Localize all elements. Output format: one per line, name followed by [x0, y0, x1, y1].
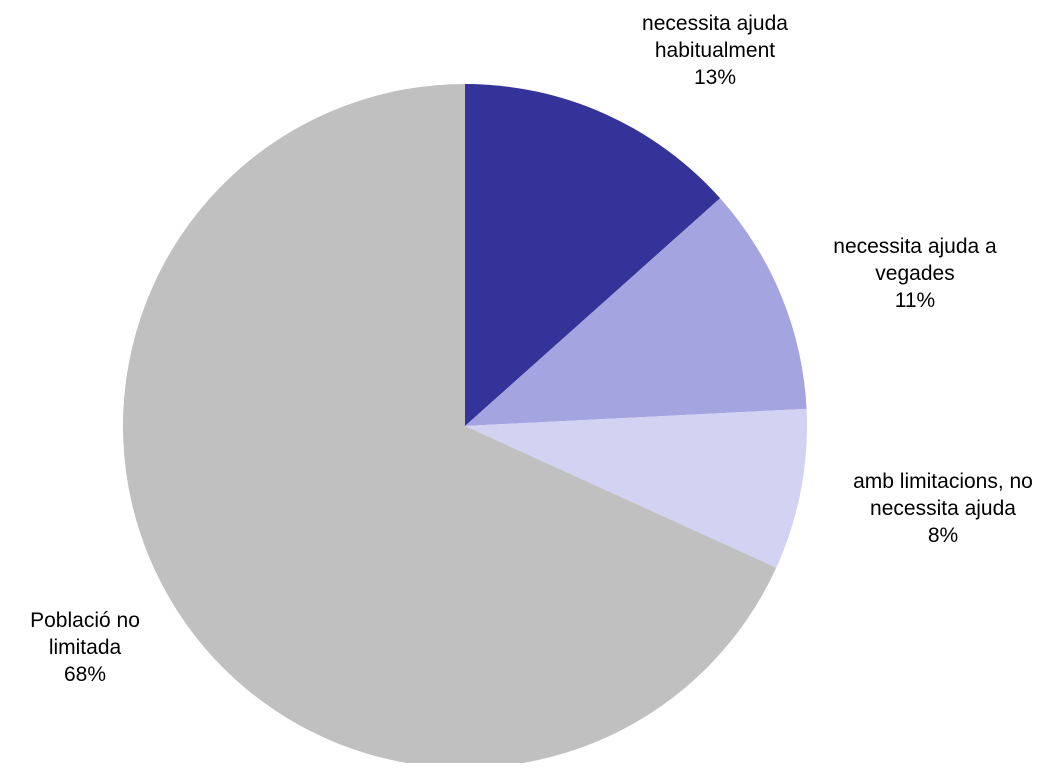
pie-slice-0: [465, 84, 721, 426]
slice-label-3-line-0: Població no: [30, 609, 140, 632]
slice-label-1-line-1: vegades: [875, 262, 954, 285]
slice-value-label-3: 68%: [64, 663, 106, 686]
pie-slices: [123, 84, 808, 768]
slice-value-label-0: 13%: [694, 66, 736, 89]
pie-labels: necessita ajuda habitualment 13% necessita …: [30, 12, 1033, 686]
slice-label-2-line-0: amb limitacions, no: [853, 470, 1033, 493]
slice-label-3-line-1: limitada: [49, 636, 122, 659]
slice-label-2-line-1: necessita ajuda: [870, 497, 1016, 520]
slice-label-0-line-0: necessita ajuda: [642, 12, 788, 35]
pie-slice-3: [123, 84, 777, 768]
pie-slice-1: [465, 198, 807, 426]
slice-value-label-2: 8%: [928, 524, 958, 547]
slice-value-label-1: 11%: [895, 289, 935, 312]
slice-label-0-line-1: habitualment: [655, 39, 775, 62]
slice-label-1-line-0: necessita ajuda a: [833, 235, 997, 258]
pie-slice-2: [465, 408, 808, 568]
